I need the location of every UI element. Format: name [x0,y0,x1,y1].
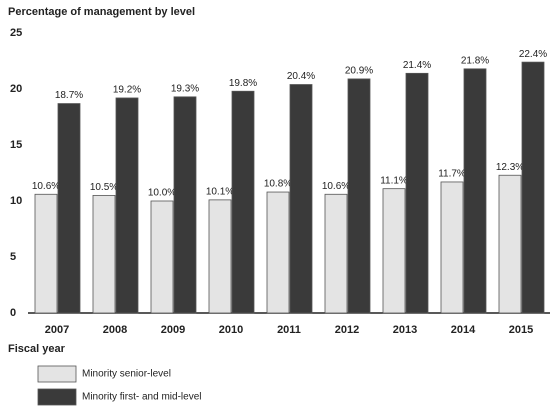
y-tick-label: 10 [10,195,22,207]
legend-label: Minority first- and mid-level [82,392,201,403]
value-label: 10.5% [90,182,118,193]
bar [231,90,255,314]
bar [57,103,81,314]
x-tick-label: 2007 [45,324,69,336]
value-label: 12.3% [496,162,524,173]
bar [208,199,232,314]
y-tick-label: 25 [10,27,22,39]
value-label: 10.8% [264,179,292,190]
x-tick-label: 2012 [335,324,359,336]
bar [173,96,197,314]
y-tick-label: 20 [10,83,22,95]
value-label: 11.7% [438,169,466,180]
bar [463,68,487,314]
value-label: 11.1% [380,175,408,186]
x-axis-label: Fiscal year [8,343,66,355]
bar [405,72,429,314]
bar [347,78,371,314]
x-tick-label: 2009 [161,324,185,336]
x-tick-label: 2008 [103,324,127,336]
value-label: 10.0% [148,188,176,199]
bar [324,193,348,314]
value-label: 21.4% [403,60,431,71]
value-label: 10.6% [32,181,60,192]
x-tick-label: 2015 [509,324,533,336]
x-tick-label: 2011 [277,324,301,336]
bar [34,193,58,314]
legend-swatch [37,365,77,383]
value-label: 21.8% [461,55,489,66]
bar [289,84,313,314]
y-tick-label: 5 [10,251,16,263]
legend-label: Minority senior-level [82,369,171,380]
value-label: 22.4% [519,49,547,60]
value-label: 19.2% [113,85,141,96]
legend-swatch [37,388,77,406]
value-label: 10.6% [322,181,350,192]
bar [92,194,116,314]
value-label: 20.9% [345,66,373,77]
bar [115,97,139,314]
bar [440,181,464,314]
value-label: 20.4% [287,71,315,82]
bar [521,61,545,314]
bar [498,174,522,314]
bar [266,191,290,314]
x-tick-label: 2013 [393,324,417,336]
bar [150,200,174,314]
y-tick-label: 15 [10,139,22,151]
bar [382,188,406,314]
value-label: 18.7% [55,90,83,101]
x-tick-label: 2014 [451,324,476,336]
value-label: 19.3% [171,83,199,94]
chart-title: Percentage of management by level [8,6,195,18]
y-tick-label: 0 [10,307,16,319]
value-label: 10.1% [206,187,234,198]
value-label: 19.8% [229,78,257,89]
x-tick-label: 2010 [219,324,243,336]
